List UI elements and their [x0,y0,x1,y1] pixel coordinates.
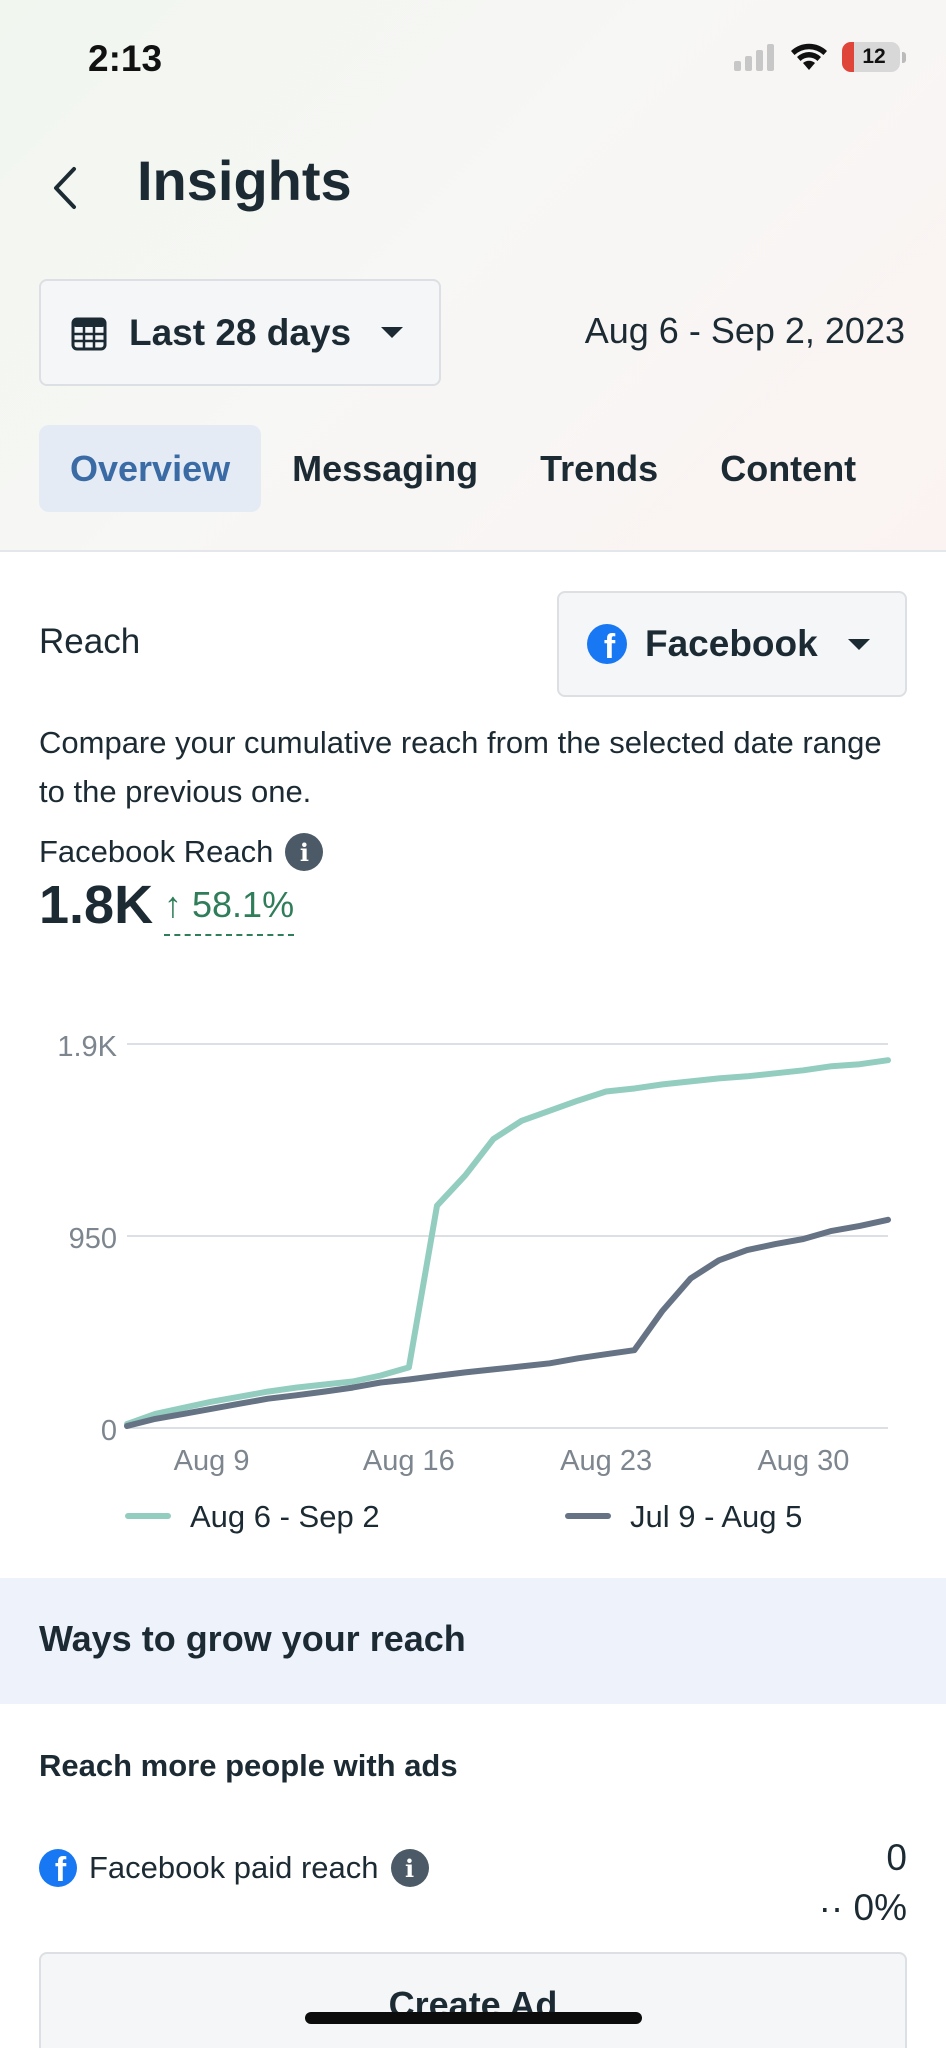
legend-label: Jul 9 - Aug 5 [630,1499,802,1534]
metric-label-row: Facebook Reach i [39,833,324,871]
header-area: 2:13 12 Insights Last 28 days [0,0,946,552]
battery-icon: 12 [842,42,900,72]
tab-messaging[interactable]: Messaging [292,447,479,489]
page-title: Insights [137,149,352,212]
home-indicator [305,2012,642,2024]
tab-content[interactable]: Content [720,447,857,489]
y-tick-label: 0 [101,1415,117,1447]
caret-down-icon [847,638,870,650]
cellular-signal-icon [734,44,774,71]
grow-reach-banner: Ways to grow your reach [0,1578,946,1704]
x-tick-label: Aug 23 [560,1445,652,1477]
battery-nub [902,51,906,63]
facebook-icon: f [39,1849,77,1887]
wifi-icon [791,43,827,70]
series-line-2 [124,1216,891,1429]
facebook-icon: f [587,624,627,664]
x-tick-label: Aug 30 [757,1445,849,1477]
reach-chart: 0 950 1.9K Aug 9 Aug 16 Aug 23 Aug 30 Aug 6 - S… [57,1031,891,1534]
back-button[interactable] [50,160,90,216]
platform-label: Facebook [645,623,818,664]
paid-reach-value: 0 [886,1837,907,1878]
date-range-dropdown[interactable]: Last 28 days [39,279,441,386]
status-icons: 12 [734,42,906,72]
platform-dropdown[interactable]: f Facebook [557,591,907,697]
legend-label: Aug 6 - Sep 2 [190,1499,380,1534]
x-tick-label: Aug 9 [174,1445,250,1477]
paid-reach-change: ·· 0% [818,1887,907,1928]
paid-reach-row: f Facebook paid reach i [39,1849,429,1887]
date-range-text: Aug 6 - Sep 2, 2023 [584,310,905,351]
metric-value: 1.8K [39,875,154,935]
chevron-left-icon [54,167,76,209]
ads-subtitle: Reach more people with ads [39,1748,458,1783]
metric-label: Facebook Reach [39,834,274,869]
reach-description: Compare your cumulative reach from the s… [39,725,882,809]
create-ad-button[interactable]: Create Ad [39,1952,907,2048]
date-range-label: Last 28 days [129,311,352,353]
tab-bar: Overview Messaging Trends Content [39,425,887,512]
grow-reach-title: Ways to grow your reach [39,1618,466,1659]
status-time: 2:13 [88,38,163,79]
y-tick-label: 1.9K [57,1031,117,1063]
tab-trends[interactable]: Trends [540,447,659,489]
metric-change[interactable]: ↑ 58.1% [164,884,295,936]
paid-reach-label: Facebook paid reach [89,1850,379,1885]
calendar-icon [71,317,107,350]
x-tick-label: Aug 16 [363,1445,455,1477]
battery-level: 12 [862,45,886,68]
y-tick-label: 950 [69,1223,117,1255]
info-icon[interactable]: i [285,833,324,871]
info-icon[interactable]: i [390,1849,429,1887]
series-line-1 [124,1057,891,1427]
caret-down-icon [381,327,404,338]
reach-section-title: Reach [39,622,141,661]
tab-overview[interactable]: Overview [39,425,262,512]
